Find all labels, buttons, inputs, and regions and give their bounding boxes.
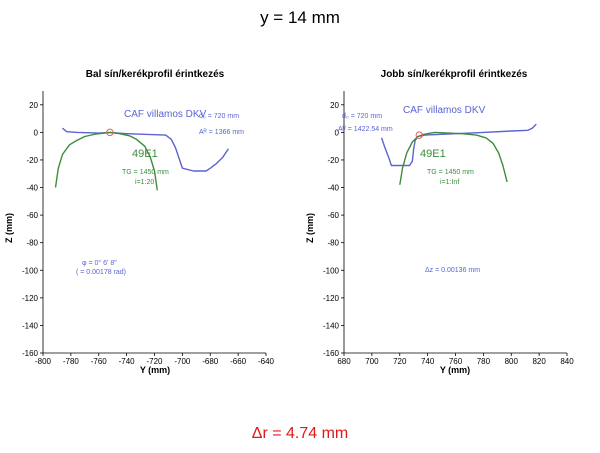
right-rail-name: 49E1 xyxy=(420,148,446,160)
y-tick-label: -100 xyxy=(22,266,39,275)
x-tick-label: 840 xyxy=(560,357,574,366)
x-tick-label: -680 xyxy=(202,357,219,366)
y-tick-label: -140 xyxy=(323,321,340,330)
right-d0-label: d₀ = 720 mm xyxy=(342,113,382,120)
x-tick-label: -660 xyxy=(230,357,247,366)
y-tick-label: -120 xyxy=(323,294,340,303)
y-tick-label: -20 xyxy=(327,156,339,165)
y-tick-label: -120 xyxy=(22,294,39,303)
y-tick-label: 20 xyxy=(29,101,38,110)
x-tick-label: 700 xyxy=(365,357,379,366)
wheel-profile-line xyxy=(380,123,537,167)
x-tick-label: -800 xyxy=(35,357,52,366)
y-tick-label: -20 xyxy=(26,156,38,165)
y-tick-label: 20 xyxy=(330,101,339,110)
right-contact-panel: Jobb sín/kerékprofil érintkezés 680 700 72… xyxy=(305,69,574,375)
page-title: y = 14 mm xyxy=(260,8,340,27)
left-x-axis-label: Y (mm) xyxy=(140,365,170,375)
left-rail-name: 49E1 xyxy=(132,148,158,160)
x-tick-label: 800 xyxy=(505,357,519,366)
rail-profile-line xyxy=(399,131,508,185)
x-tick-label: -740 xyxy=(119,357,136,366)
contact-point-marker xyxy=(415,131,423,139)
y-tick-label: 0 xyxy=(34,128,39,137)
x-tick-label: -700 xyxy=(174,357,191,366)
left-ar-label: Aᴿ = 1366 mm xyxy=(199,129,244,136)
left-y-axis-label: Z (mm) xyxy=(4,213,14,243)
right-vehicle-label: CAF villamos DKV xyxy=(403,105,486,116)
rail-profile-line xyxy=(54,131,158,191)
x-tick-label: 720 xyxy=(393,357,407,366)
left-chart-title: Bal sín/kerékprofil érintkezés xyxy=(86,69,225,80)
x-tick-label: -760 xyxy=(91,357,108,366)
x-tick-label: 820 xyxy=(532,357,546,366)
left-tg-label: TG = 1450 mm xyxy=(122,169,169,176)
x-tick-label: -640 xyxy=(258,357,275,366)
right-tg-label: TG = 1450 mm xyxy=(427,169,474,176)
right-chart-title: Jobb sín/kerékprofil érintkezés xyxy=(381,69,528,80)
y-tick-label: -160 xyxy=(323,349,340,358)
y-tick-label: -140 xyxy=(22,321,39,330)
x-tick-label: -780 xyxy=(63,357,80,366)
right-ar-label: Aᴿ = 1422.54 mm xyxy=(338,126,393,133)
right-x-axis-label: Y (mm) xyxy=(440,365,470,375)
delta-r-label: Δr = 4.74 mm xyxy=(251,425,349,442)
y-tick-label: -80 xyxy=(327,239,339,248)
y-tick-label: -100 xyxy=(323,266,340,275)
left-vehicle-label: CAF villamos DKV xyxy=(124,109,207,120)
left-d0-label: d₀ = 720 mm xyxy=(199,113,239,120)
right-y-axis-label: Z (mm) xyxy=(305,213,315,243)
left-angle-label: φ = 0° 6' 8" xyxy=(82,259,117,267)
x-tick-label: 760 xyxy=(449,357,463,366)
y-tick-label: -60 xyxy=(327,211,339,220)
x-tick-label: 740 xyxy=(421,357,435,366)
y-tick-label: -160 xyxy=(22,349,39,358)
y-tick-label: 0 xyxy=(335,128,340,137)
y-tick-label: -40 xyxy=(327,184,339,193)
x-tick-label: -720 xyxy=(146,357,163,366)
y-tick-label: -60 xyxy=(26,211,38,220)
left-angle-rad-label: ( = 0.00178 rad) xyxy=(76,269,126,276)
y-tick-label: -40 xyxy=(26,184,38,193)
left-contact-panel: Bal sín/kerékprofil érintkezés -800 -780-… xyxy=(4,69,275,375)
right-dz-label: Δz = 0.00136 mm xyxy=(425,267,480,274)
right-inclination-label: i=1:Inf xyxy=(440,179,459,186)
x-tick-label: 780 xyxy=(477,357,491,366)
wheel-profile-line xyxy=(62,127,229,172)
left-inclination-label: i=1:20 xyxy=(135,179,154,186)
contact-point-marker xyxy=(106,128,114,137)
x-tick-label: 680 xyxy=(337,357,351,366)
y-tick-label: -80 xyxy=(26,239,38,248)
